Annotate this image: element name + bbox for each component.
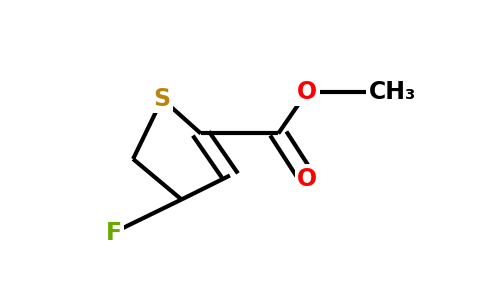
Text: F: F bbox=[106, 220, 122, 244]
Text: S: S bbox=[153, 87, 171, 111]
Text: O: O bbox=[297, 80, 318, 103]
Text: O: O bbox=[297, 167, 318, 191]
Text: CH₃: CH₃ bbox=[368, 80, 416, 103]
